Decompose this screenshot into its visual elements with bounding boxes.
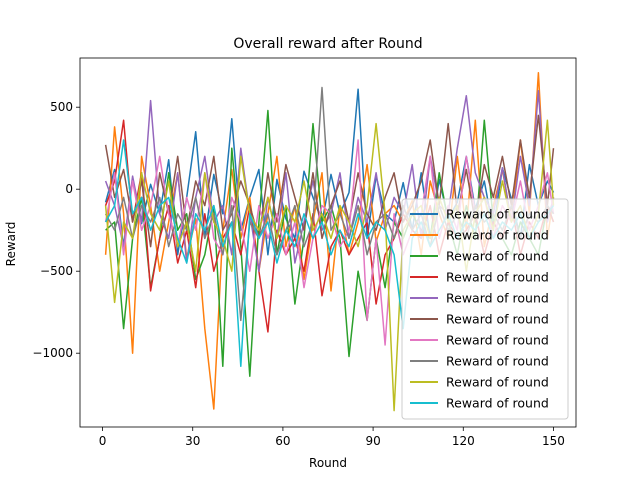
x-tick-label: 90 [365,434,380,448]
legend-label: Reward of round [446,375,549,390]
legend: Reward of round Reward of round Reward of … [401,198,569,420]
y-axis-label: Reward [4,222,18,267]
legend-label: Reward of round [446,249,549,264]
x-tick-label: 0 [99,434,107,448]
legend-label: Reward of round [446,228,549,243]
x-axis-label: Round [309,456,347,470]
legend-label: Reward of round [446,270,549,285]
series-line-6 [104,114,555,248]
y-tick-label: 0 [65,182,73,196]
legend-label: Reward of round [446,354,549,369]
x-tick-label: 30 [185,434,200,448]
chart-title: Overall reward after Round [233,36,422,52]
legend-box [401,198,569,420]
y-tick-label: −1000 [32,346,73,360]
legend-label: Reward of round [446,333,549,348]
legend-label: Reward of round [446,312,549,327]
x-tick-label: 120 [452,434,475,448]
legend-label: Reward of round [446,207,549,222]
x-tick-label: 60 [275,434,290,448]
axes-frame [79,57,577,428]
legend-label: Reward of round [446,396,549,411]
axes: 0 30 60 90 120 150 −1000 −500 0 500 [32,57,577,448]
x-tick-label: 150 [542,434,565,448]
y-tick-label: −500 [40,264,73,278]
y-tick-label: 500 [50,100,73,114]
legend-label: Reward of round [446,291,549,306]
